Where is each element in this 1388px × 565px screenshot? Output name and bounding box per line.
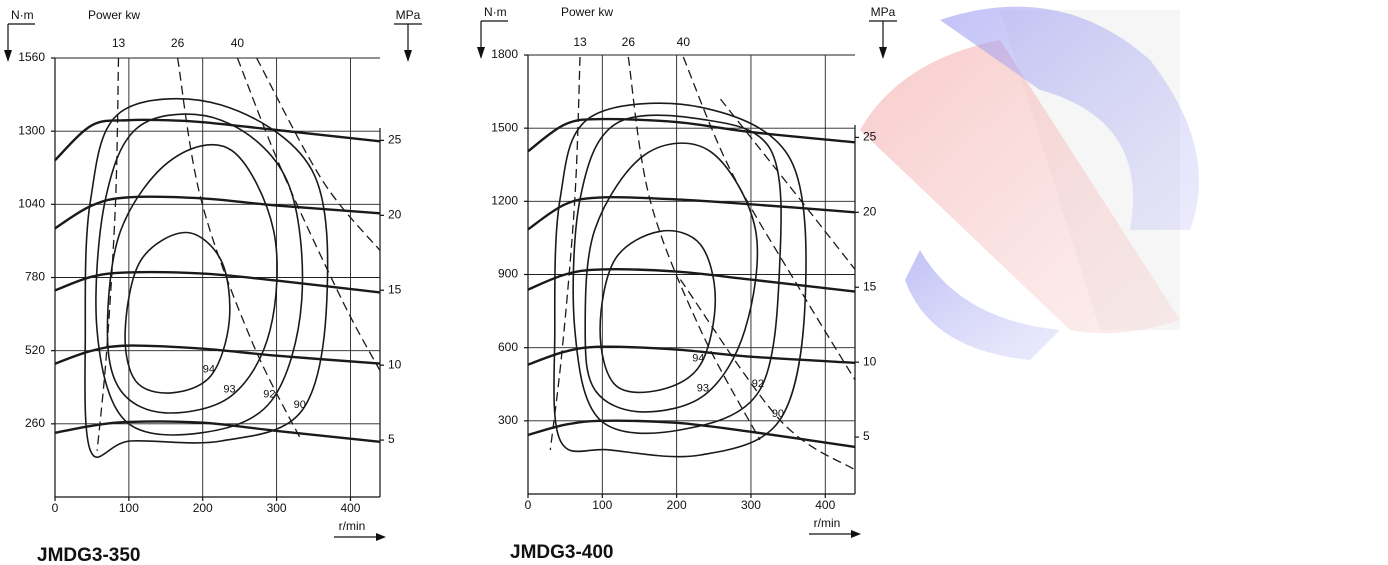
efficiency-contour (106, 143, 278, 414)
plots: 0 100 200 300 400260520780104013001560510152… (4, 5, 897, 565)
y-arrow-head (477, 47, 485, 59)
y-tick-label: 260 (25, 416, 45, 430)
power-line (256, 57, 381, 251)
chart-title: JMDG3-350 (37, 545, 141, 565)
contour-label: 90 (772, 408, 784, 420)
watermark (860, 6, 1199, 360)
power-line (627, 56, 761, 441)
efficiency-contour (553, 102, 807, 458)
x-axis-label: r/min (814, 516, 841, 530)
power-value-label: 13 (112, 36, 126, 50)
x-tick-label: 300 (741, 498, 761, 512)
y-tick-label: 1500 (491, 120, 518, 134)
efficiency-contour (95, 113, 304, 436)
power-line (679, 279, 856, 471)
y2-tick-label: 25 (863, 130, 877, 144)
efficiency-contour (599, 229, 717, 394)
x-tick-label: 300 (267, 501, 287, 515)
y2-tick-label: 5 (388, 432, 395, 446)
contour-label: 92 (752, 378, 764, 390)
power-value-label: 26 (622, 35, 636, 49)
power-label: Power kw (561, 5, 613, 19)
y-tick-label: 520 (25, 343, 45, 357)
pressure-line (54, 420, 381, 443)
power-line (719, 98, 856, 270)
power-line (96, 57, 120, 451)
y2-tick-label: 20 (863, 204, 877, 218)
y-tick-label: 1040 (18, 197, 45, 211)
efficiency-contour (572, 114, 782, 435)
x-arrow-head (851, 530, 861, 538)
x-tick-label: 0 (52, 501, 59, 515)
power-label: Power kw (88, 8, 140, 22)
pressure-line (54, 195, 381, 230)
y-axis-label: N·m (484, 5, 507, 19)
y-tick-label: 900 (498, 267, 518, 281)
contour-label: 93 (697, 383, 709, 395)
y2-axis-label: MPa (396, 8, 421, 22)
y-arrow-head (4, 50, 12, 62)
y2-arrow-head (404, 50, 412, 62)
y-tick-label: 600 (498, 340, 518, 354)
efficiency-contour (124, 231, 231, 394)
y-tick-label: 300 (498, 413, 518, 427)
y-tick-label: 1560 (18, 50, 45, 64)
pressure-line (54, 118, 381, 162)
y-tick-label: 1300 (18, 123, 45, 137)
power-line (682, 56, 856, 381)
power-value-label: 13 (573, 35, 587, 49)
y2-axis-label: MPa (871, 5, 896, 19)
y2-tick-label: 5 (863, 429, 870, 443)
x-arrow-head (376, 533, 386, 541)
contour-label: 94 (203, 364, 215, 376)
x-tick-label: 100 (119, 501, 139, 515)
y2-tick-label: 15 (863, 279, 877, 293)
power-value-label: 40 (231, 36, 245, 50)
efficiency-contour (584, 142, 759, 413)
power-line (236, 57, 381, 371)
plot: 0 100 200 300 400 260 520 780 1040 1300 1560 5 10 15 2… (4, 8, 422, 565)
y2-tick-label: 10 (388, 357, 402, 371)
power-line (549, 56, 581, 450)
pressure-line (54, 344, 381, 365)
efficiency-contour (84, 97, 329, 458)
x-tick-label: 100 (592, 498, 612, 512)
pressure-line (54, 270, 381, 294)
power-value-label: 40 (677, 35, 691, 49)
y2-arrow-head (879, 47, 887, 59)
x-tick-label: 200 (193, 501, 213, 515)
pressure-line (527, 345, 856, 366)
contour-label: 90 (294, 399, 306, 411)
y-axis-label: N·m (11, 8, 34, 22)
pressure-line (527, 117, 856, 153)
contour-label: 94 (692, 353, 704, 365)
y2-tick-label: 20 (388, 207, 402, 221)
plot: 0 100 200 300 400 300 600 900 1200 1500 1800 5 10 15 2… (477, 5, 897, 563)
x-tick-label: 0 (525, 498, 532, 512)
power-value-label: 26 (171, 36, 185, 50)
x-tick-label: 400 (815, 498, 835, 512)
x-tick-label: 200 (667, 498, 687, 512)
chart-title: JMDG3-400 (510, 542, 614, 563)
y2-tick-label: 10 (863, 354, 877, 368)
y2-tick-label: 15 (388, 282, 402, 296)
x-tick-label: 400 (340, 501, 360, 515)
y2-tick-label: 25 (388, 133, 402, 147)
pressure-line (527, 419, 856, 449)
x-axis-label: r/min (339, 519, 366, 533)
power-line (176, 57, 303, 442)
pressure-line (527, 195, 856, 231)
contour-label: 92 (263, 389, 275, 401)
y-tick-label: 780 (25, 270, 45, 284)
y-tick-label: 1800 (491, 47, 518, 61)
contour-label: 93 (223, 384, 235, 396)
y-tick-label: 1200 (491, 194, 518, 208)
